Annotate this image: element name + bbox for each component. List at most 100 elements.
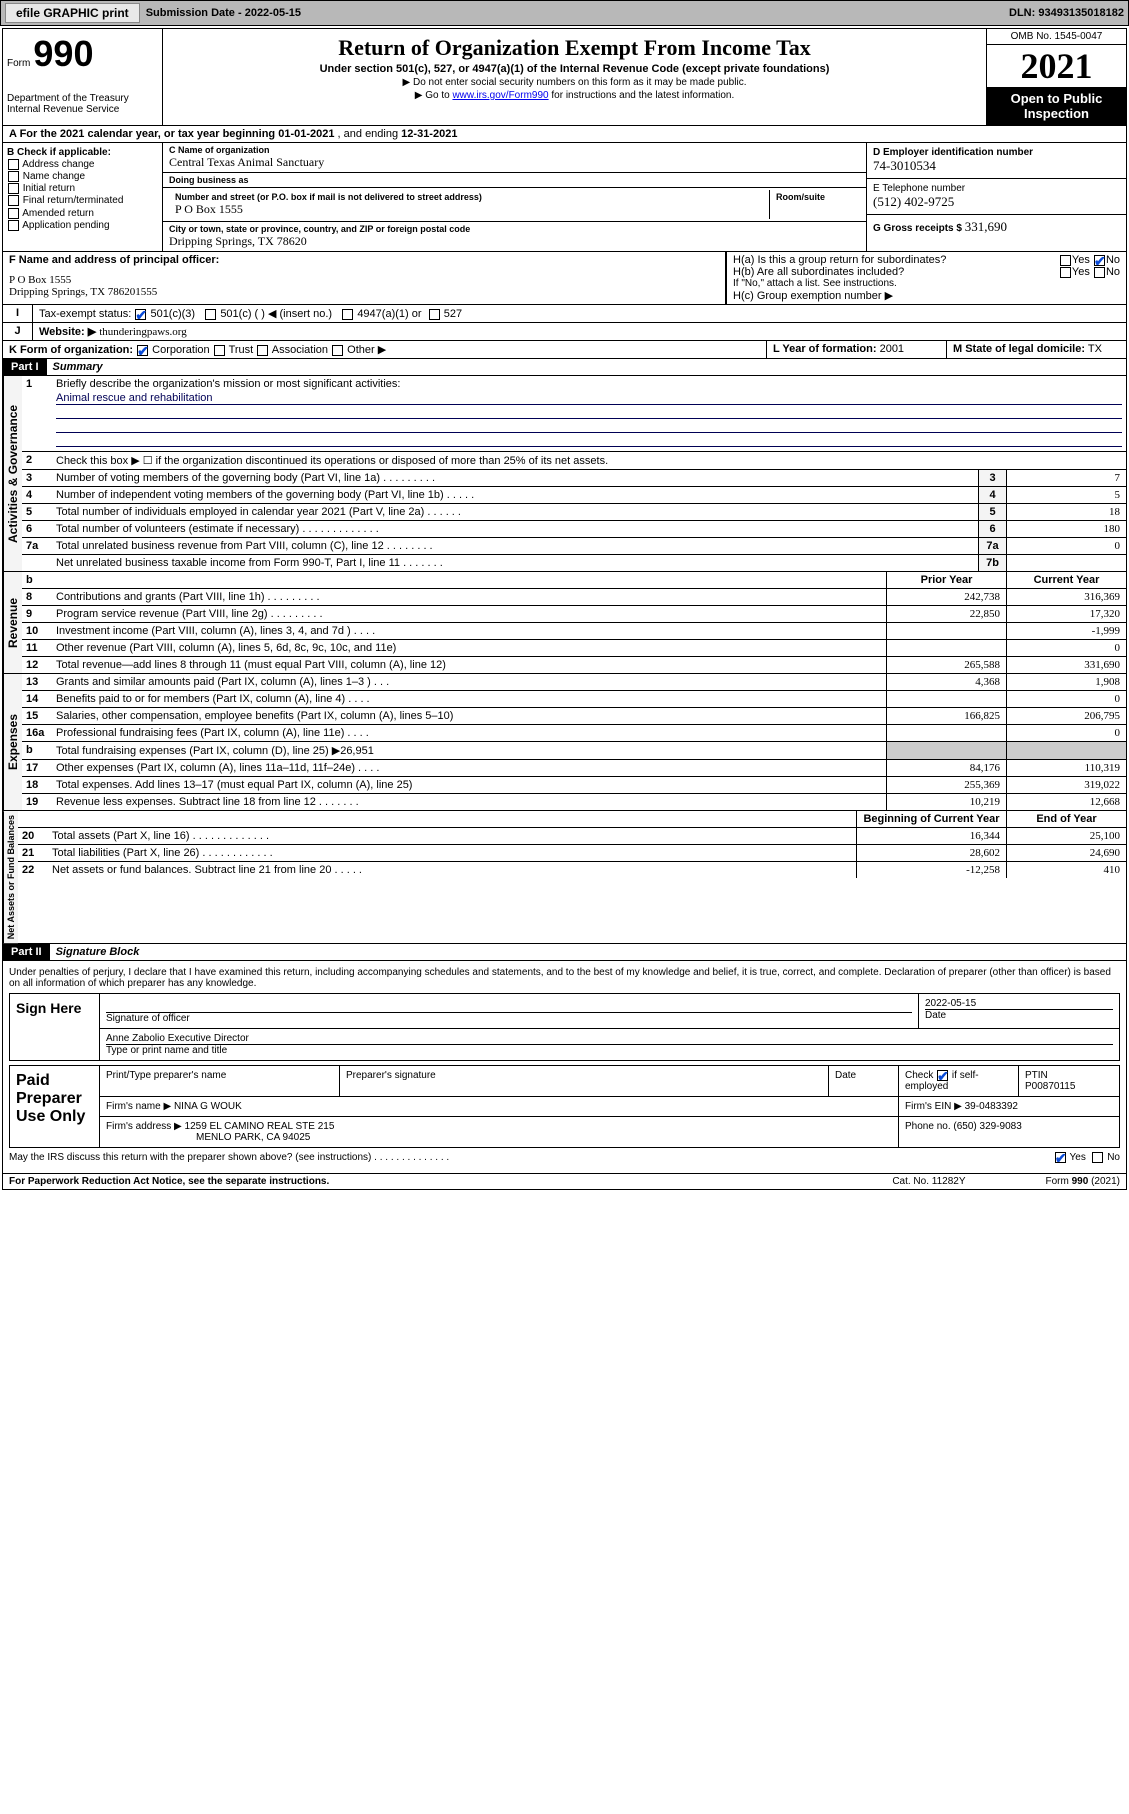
prep-phone: (650) 329-9083 — [953, 1121, 1021, 1132]
paid-preparer-block: Paid Preparer Use Only Print/Type prepar… — [9, 1065, 1120, 1148]
k-assoc[interactable] — [257, 345, 268, 356]
prep-date-lbl: Date — [829, 1066, 899, 1096]
efile-print-button[interactable]: efile GRAPHIC print — [5, 3, 140, 23]
q2-num: 2 — [22, 452, 52, 469]
c-name-lbl: C Name of organization — [169, 145, 860, 155]
block-a-end: 12-31-2021 — [401, 128, 457, 140]
data-line: 9Program service revenue (Part VIII, lin… — [22, 606, 1126, 623]
city-val: Dripping Springs, TX 78620 — [169, 234, 860, 249]
data-line: 16aProfessional fundraising fees (Part I… — [22, 725, 1126, 742]
may-irs-row: May the IRS discuss this return with the… — [9, 1148, 1120, 1167]
gov-line: 4Number of independent voting members of… — [22, 487, 1126, 504]
block-b-label: B Check if applicable: — [7, 147, 111, 158]
q1-blank3 — [56, 435, 1122, 447]
i-501c3[interactable] — [135, 309, 146, 320]
hb-lbl: H(b) Are all subordinates included? — [733, 266, 904, 278]
type-name-lbl: Type or print name and title — [106, 1044, 1113, 1056]
footer: For Paperwork Reduction Act Notice, see … — [3, 1173, 1126, 1189]
ha-no[interactable] — [1094, 255, 1105, 266]
i-501c[interactable] — [205, 309, 216, 320]
hdr2-cy: End of Year — [1006, 811, 1126, 827]
block-b-opt[interactable]: Address change — [7, 159, 158, 170]
block-b-opt[interactable]: Application pending — [7, 220, 158, 231]
rev-section: Revenue b Prior Year Current Year 8Contr… — [3, 572, 1126, 674]
f-line2: Dripping Springs, TX 786201555 — [9, 286, 719, 298]
addr-val: P O Box 1555 — [175, 202, 763, 217]
subtitle1: Under section 501(c), 527, or 4947(a)(1)… — [167, 63, 982, 75]
i-527[interactable] — [429, 309, 440, 320]
prep-name-lbl: Print/Type preparer's name — [100, 1066, 340, 1096]
city-lbl: City or town, state or province, country… — [169, 224, 860, 234]
form-label: Form — [7, 58, 30, 69]
block-b-opt[interactable]: Amended return — [7, 208, 158, 219]
data-line: 15Salaries, other compensation, employee… — [22, 708, 1126, 725]
e-phone-lbl: E Telephone number — [873, 183, 965, 194]
gov-line: 5Total number of individuals employed in… — [22, 504, 1126, 521]
submission-date: Submission Date - 2022-05-15 — [146, 7, 301, 19]
officer-name: Anne Zabolio Executive Director — [106, 1033, 1113, 1044]
l-val: 2001 — [880, 343, 904, 355]
gov-section: Activities & Governance 1 Briefly descri… — [3, 376, 1126, 572]
q1-blank2 — [56, 421, 1122, 433]
m-lbl: M State of legal domicile: — [953, 343, 1085, 355]
form-header: Form 990 Department of the Treasury Inte… — [3, 29, 1126, 126]
efile-toolbar: efile GRAPHIC print Submission Date - 20… — [0, 0, 1129, 26]
sign-here-block: Sign Here Signature of officer 2022-05-1… — [9, 993, 1120, 1061]
hdr-py: Prior Year — [886, 572, 1006, 588]
hdr-b: b — [26, 574, 33, 586]
hb-yes[interactable] — [1060, 267, 1071, 278]
k-corp[interactable] — [137, 345, 148, 356]
k-other[interactable] — [332, 345, 343, 356]
sub3-post: for instructions and the latest informat… — [549, 90, 735, 101]
block-b-opt[interactable]: Name change — [7, 171, 158, 182]
exp-section: Expenses 13Grants and similar amounts pa… — [3, 674, 1126, 811]
hdr2-py: Beginning of Current Year — [856, 811, 1006, 827]
sig-area: Under penalties of perjury, I declare th… — [3, 961, 1126, 1173]
block-f-h: F Name and address of principal officer:… — [3, 252, 1126, 305]
sign-here-lbl: Sign Here — [10, 994, 100, 1060]
hb-note: If "No," attach a list. See instructions… — [733, 278, 1120, 289]
row-i: I Tax-exempt status: 501(c)(3) 501(c) ( … — [3, 305, 1126, 323]
hb-row: H(b) Are all subordinates included? Yes … — [733, 266, 1120, 278]
block-b-opt[interactable]: Final return/terminated — [7, 195, 158, 206]
i-4947[interactable] — [342, 309, 353, 320]
hb-no[interactable] — [1094, 267, 1105, 278]
data-line: 12Total revenue—add lines 8 through 11 (… — [22, 657, 1126, 673]
vtab-rev: Revenue — [3, 572, 22, 673]
self-emp-check[interactable] — [937, 1070, 948, 1081]
firm-name-lbl: Firm's name ▶ — [106, 1101, 171, 1112]
phone: (512) 402-9725 — [873, 194, 1120, 210]
data-line: 18Total expenses. Add lines 13–17 (must … — [22, 777, 1126, 794]
may-irs-yes[interactable] — [1055, 1152, 1066, 1163]
q1-num: 1 — [22, 376, 52, 451]
data-line: 10Investment income (Part VIII, column (… — [22, 623, 1126, 640]
form-990-number: 990 — [33, 33, 93, 74]
block-de: D Employer identification number 74-3010… — [866, 143, 1126, 251]
data-line: 13Grants and similar amounts paid (Part … — [22, 674, 1126, 691]
vtab-exp: Expenses — [3, 674, 22, 810]
firm-addr1: 1259 EL CAMINO REAL STE 215 — [185, 1121, 335, 1132]
block-b-opt[interactable]: Initial return — [7, 183, 158, 194]
instructions-link[interactable]: www.irs.gov/Form990 — [452, 90, 548, 101]
block-a: A For the 2021 calendar year, or tax yea… — [3, 126, 1126, 143]
part2-title: Signature Block — [50, 944, 146, 960]
hdr-cy: Current Year — [1006, 572, 1126, 588]
gross-receipts: 331,690 — [965, 219, 1007, 234]
sig-date-lbl: Date — [925, 1009, 1113, 1021]
k-trust[interactable] — [214, 345, 225, 356]
org-name: Central Texas Animal Sanctuary — [169, 155, 860, 170]
vtab-gov: Activities & Governance — [3, 376, 22, 571]
ha-yes[interactable] — [1060, 255, 1071, 266]
hc-lbl: H(c) Group exemption number ▶ — [733, 289, 1120, 302]
part2-hdr: Part II Signature Block — [3, 944, 1126, 961]
f-lbl: F Name and address of principal officer: — [9, 254, 219, 266]
gov-line: 7aTotal unrelated business revenue from … — [22, 538, 1126, 555]
q2-desc: Check this box ▶ ☐ if the organization d… — [52, 452, 1126, 469]
ptin-val: P00870115 — [1025, 1081, 1113, 1092]
tax-year: 2021 — [987, 45, 1126, 87]
paid-preparer-lbl: Paid Preparer Use Only — [10, 1066, 100, 1147]
open-public: Open to Public Inspection — [987, 87, 1126, 125]
row-klm: K Form of organization: Corporation Trus… — [3, 341, 1126, 359]
room-lbl: Room/suite — [776, 192, 854, 202]
may-irs-no[interactable] — [1092, 1152, 1103, 1163]
